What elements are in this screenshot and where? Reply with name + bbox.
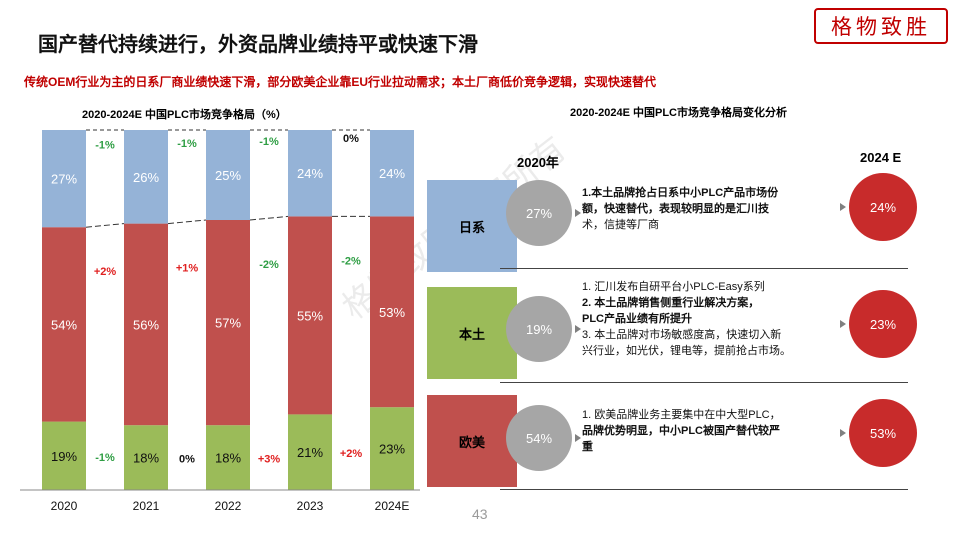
bar-segment (124, 130, 168, 224)
analysis-text-western: 1. 欧美品牌业务主要集中在中大型PLC， 品牌优势明显，中小PLC被国产替代较… (582, 407, 837, 455)
arrow-icon (840, 320, 846, 328)
analysis-text-japan: 1.本土品牌抢占日系中小PLC产品市场份 额，快速替代，表现较明显的是汇川技 术… (582, 185, 837, 233)
arrow-icon (575, 325, 581, 333)
bubble-2020-domestic: 54% (506, 405, 572, 471)
data-label: 18% (133, 451, 159, 466)
change-label: -2% (341, 255, 361, 267)
analysis-line: 术，信捷等厂商 (582, 219, 659, 231)
change-label: +2% (340, 448, 363, 460)
data-label: 25% (215, 168, 241, 183)
arrow-icon (575, 209, 581, 217)
change-label: 0% (343, 133, 359, 145)
change-label: 0% (179, 454, 195, 466)
change-label: -2% (259, 259, 279, 271)
data-label: 18% (215, 451, 241, 466)
analysis-text-domestic: 1. 汇川发布自研平台小PLC-Easy系列 2. 本土品牌销售侧重行业解决方案… (582, 279, 837, 359)
arrow-icon (840, 203, 846, 211)
analysis-line: 额，快速替代，表现较明显的是汇川技 (582, 203, 769, 215)
change-label: -1% (95, 140, 115, 152)
bar-segment (288, 216, 332, 415)
bubble-2020-japan: 27% (506, 180, 572, 246)
bar-segment (288, 130, 332, 217)
analysis-line: PLC产品业绩有所提升 (582, 313, 692, 325)
data-label: 21% (297, 445, 323, 460)
change-label: -1% (259, 136, 279, 148)
data-label: 27% (51, 172, 77, 187)
year-label-2024e: 2024 E (860, 150, 902, 165)
data-label: 54% (51, 317, 77, 332)
legend-western: 欧美 (427, 395, 517, 487)
legend-domestic: 本土 (427, 287, 517, 379)
bar-segment (42, 421, 86, 490)
row-divider (500, 268, 908, 269)
legend-japan: 日系 (427, 180, 517, 272)
chart-title: 2020-2024E 中国PLC市场竞争格局（%） (82, 109, 287, 121)
page-subtitle: 传统OEM行业为主的日系厂商业绩快速下滑，部分欧美企业靠EU行业拉动需求；本土厂… (24, 75, 657, 89)
bar-segment (370, 130, 414, 217)
bar-segment (124, 223, 168, 426)
year-label-2020: 2020年 (517, 155, 559, 170)
analysis-line: 2. 本土品牌销售侧重行业解决方案， (582, 297, 760, 309)
analysis-line: 兴行业，如光伏，锂电等，提前抢占市场。 (582, 345, 791, 357)
page-number: 43 (472, 506, 488, 522)
bar-segment (288, 414, 332, 490)
data-label: 23% (379, 442, 405, 457)
change-label: -1% (95, 452, 115, 464)
change-label: +2% (94, 266, 117, 278)
change-label: +1% (176, 263, 199, 275)
bubble-2024e-domestic: 53% (849, 399, 917, 467)
analysis-line: 3. 本土品牌对市场敏感度高，快速切入新 (582, 329, 782, 341)
bar-segment (42, 227, 86, 422)
change-label: -1% (177, 138, 197, 150)
analysis-line: 重 (582, 441, 593, 453)
x-tick-label: 2023 (297, 499, 324, 513)
data-label: 24% (379, 166, 405, 181)
x-tick-label: 2020 (51, 499, 78, 513)
x-tick-label: 2022 (215, 499, 242, 513)
row-divider (500, 382, 908, 383)
bubble-2024e-japan: 24% (849, 173, 917, 241)
bubble-2024e-western: 23% (849, 290, 917, 358)
stacked-bar-chart: 19% 54% 27% 2020 18% 56% 26% 2021 18% 57% 25% 2022 2… (20, 129, 420, 513)
connector-line (249, 215, 289, 221)
data-label: 19% (51, 449, 77, 464)
data-label: 56% (133, 317, 159, 332)
x-tick-label: 2021 (133, 499, 160, 513)
data-label: 24% (297, 166, 323, 181)
bar-segment (124, 425, 168, 490)
change-label: +3% (258, 454, 281, 466)
bar-segment (206, 220, 250, 426)
connector-line (85, 223, 125, 228)
x-tick-label: 2024E (375, 499, 410, 513)
page-title: 国产替代持续进行，外资品牌业绩持平或快速下滑 (38, 34, 478, 56)
bar-segment (370, 407, 414, 490)
connector-line (167, 219, 207, 225)
arrow-icon (575, 434, 581, 442)
arrow-icon (840, 429, 846, 437)
analysis-line: 1. 汇川发布自研平台小PLC-Easy系列 (582, 281, 765, 293)
analysis-line: 1.本土品牌抢占日系中小PLC产品市场份 (582, 187, 779, 199)
bar-segment (206, 425, 250, 490)
analysis-line: 品牌优势明显，中小PLC被国产替代较严 (582, 425, 780, 437)
data-label: 53% (379, 305, 405, 320)
row-divider (500, 489, 908, 490)
bar-segment (370, 216, 414, 408)
data-label: 26% (133, 170, 159, 185)
brand-logo: 格物致胜 (814, 8, 948, 44)
bar-segment (206, 130, 250, 220)
bar-segment (42, 130, 86, 228)
data-label: 55% (297, 308, 323, 323)
analysis-title: 2020-2024E 中国PLC市场竞争格局变化分析 (570, 107, 787, 119)
analysis-line: 1. 欧美品牌业务主要集中在中大型PLC， (582, 409, 781, 421)
bubble-2020-western: 19% (506, 296, 572, 362)
data-label: 57% (215, 316, 241, 331)
